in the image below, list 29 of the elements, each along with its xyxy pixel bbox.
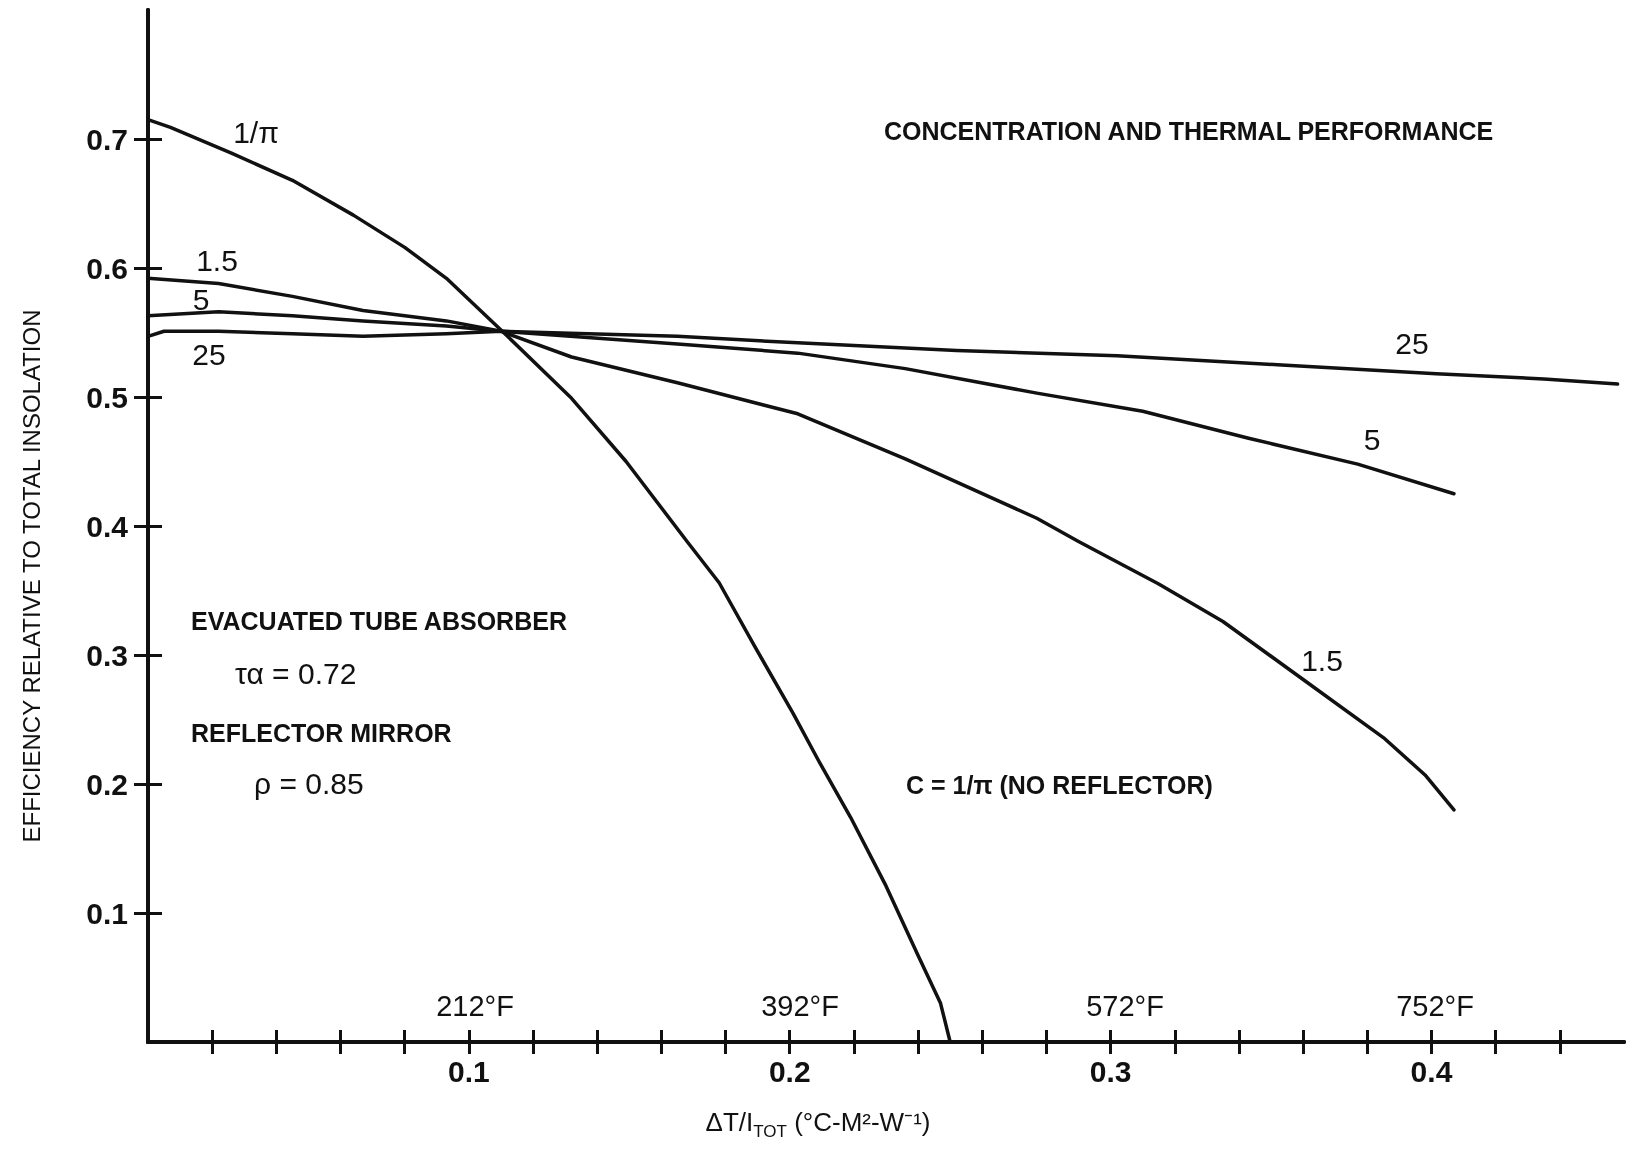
annotation: 25	[1395, 326, 1429, 360]
y-tick-label: 0.4	[86, 509, 129, 543]
series-label: 1.5	[1301, 643, 1343, 677]
annotation: REFLECTOR MIRROR	[191, 719, 452, 747]
series-label: 5	[192, 283, 210, 317]
y-tick-label: 0.7	[86, 122, 128, 156]
annotation: 212°F	[436, 990, 514, 1022]
annotation: 752°F	[1396, 990, 1474, 1022]
y-tick-label: 0.6	[86, 251, 128, 285]
annotation: ρ = 0.85	[254, 766, 364, 800]
annotation: 572°F	[1086, 990, 1164, 1022]
text: CONCENTRATION AND THERMAL PERFORMANCE	[884, 116, 1494, 145]
annotation: 5	[1363, 422, 1381, 456]
x-tick-label: 0.1	[448, 1054, 490, 1088]
series-label: 1/π	[233, 116, 279, 150]
series-label: 25	[192, 337, 226, 371]
y-axis-title: EFFICIENCY RELATIVE TO TOTAL INSOLATION	[17, 309, 45, 843]
y-tick-label: 0.5	[86, 380, 128, 414]
annotation: C = 1/π (NO REFLECTOR)	[906, 771, 1213, 799]
y-tick-label: 0.2	[86, 767, 128, 801]
x-tick-label: 0.2	[768, 1054, 811, 1088]
x-tick-label: 0.4	[1410, 1054, 1453, 1088]
y-tick-label: 0.3	[86, 638, 128, 672]
y-tick-label: 0.1	[86, 896, 128, 930]
x-tick-label: 0.3	[1089, 1054, 1132, 1088]
annotation: τα = 0.72	[235, 656, 357, 690]
annotation: EVACUATED TUBE ABSORBER	[191, 607, 567, 635]
annotation: 392°F	[761, 990, 839, 1022]
annotation: 1.5	[196, 243, 238, 277]
